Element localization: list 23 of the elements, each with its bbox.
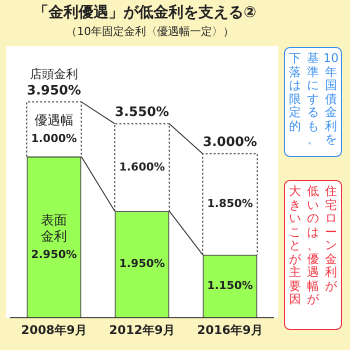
annotation: 店頭金利 (30, 67, 78, 82)
total-label: 3.550% (114, 105, 170, 120)
series-label: 優遇幅 (34, 114, 74, 129)
data-label: 1.150% (207, 279, 253, 292)
x-tick-label: 2012年9月 (109, 322, 175, 337)
data-label: 1.850% (207, 197, 253, 210)
series-label: 表面金利 (41, 213, 67, 244)
chart-subtitle: （10年固定金利〈優遇幅一定〉） (65, 24, 235, 39)
chart-title: 「金利優遇」が低金利を支える② (32, 3, 258, 22)
text: 基準にするも、 (306, 51, 320, 148)
text: 住宅ローン金利が (324, 184, 338, 294)
data-label: 1.000% (31, 132, 77, 146)
x-tick-label: 2008年9月 (21, 322, 87, 337)
data-label: 2.950% (31, 248, 77, 261)
text: 大きいことが主要因 (289, 184, 301, 306)
text: 低いのは、優遇幅が (307, 184, 319, 306)
text: 下落は限定的 (288, 51, 302, 134)
text: 10年国債金利を (323, 51, 339, 148)
x-tick-label: 2016年9月 (197, 322, 263, 337)
total-label: 3.950% (26, 83, 82, 98)
data-label: 1.950% (119, 257, 165, 270)
data-label: 1.600% (119, 160, 165, 174)
total-label: 3.000% (202, 135, 258, 150)
